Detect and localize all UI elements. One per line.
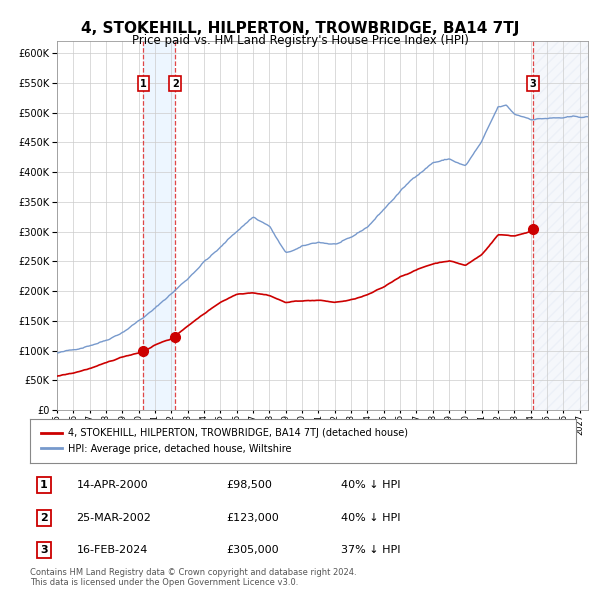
Bar (143, 41, 175, 410)
Text: 2: 2 (40, 513, 47, 523)
Text: 37% ↓ HPI: 37% ↓ HPI (341, 545, 401, 555)
Text: £98,500: £98,500 (227, 480, 272, 490)
Text: 2: 2 (172, 78, 179, 88)
Text: 1: 1 (40, 480, 47, 490)
Text: Price paid vs. HM Land Registry's House Price Index (HPI): Price paid vs. HM Land Registry's House … (131, 34, 469, 47)
Text: 25-MAR-2002: 25-MAR-2002 (76, 513, 151, 523)
Text: £123,000: £123,000 (227, 513, 280, 523)
Text: 14-APR-2000: 14-APR-2000 (76, 480, 148, 490)
Legend: 4, STOKEHILL, HILPERTON, TROWBRIDGE, BA14 7TJ (detached house), HPI: Average pri: 4, STOKEHILL, HILPERTON, TROWBRIDGE, BA1… (35, 422, 414, 460)
Text: 1: 1 (140, 78, 147, 88)
Text: 3: 3 (529, 78, 536, 88)
Text: 16-FEB-2024: 16-FEB-2024 (76, 545, 148, 555)
Text: 3: 3 (40, 545, 47, 555)
Text: Contains HM Land Registry data © Crown copyright and database right 2024.
This d: Contains HM Land Registry data © Crown c… (30, 568, 356, 587)
Bar (533, 41, 588, 410)
Text: £305,000: £305,000 (227, 545, 279, 555)
Text: 40% ↓ HPI: 40% ↓ HPI (341, 480, 401, 490)
Text: 40% ↓ HPI: 40% ↓ HPI (341, 513, 401, 523)
Text: 4, STOKEHILL, HILPERTON, TROWBRIDGE, BA14 7TJ: 4, STOKEHILL, HILPERTON, TROWBRIDGE, BA1… (81, 21, 519, 35)
